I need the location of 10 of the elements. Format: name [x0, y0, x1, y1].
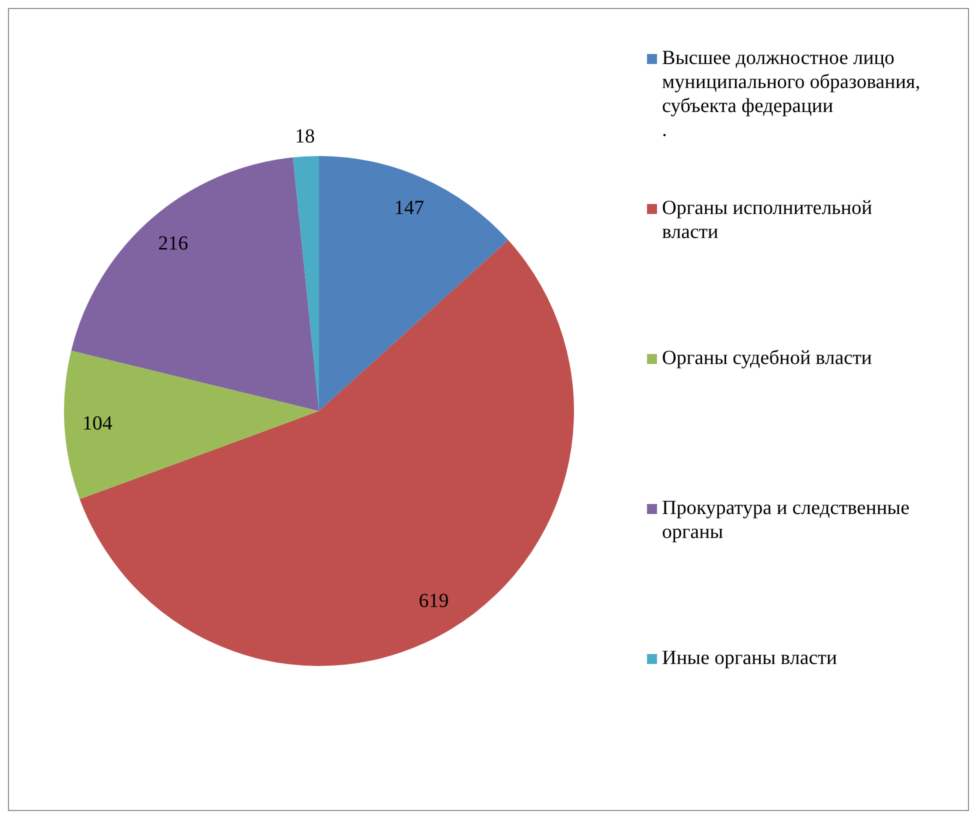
- legend-label: Органы судебной власти: [662, 346, 872, 370]
- data-label: 619: [418, 590, 449, 612]
- legend-label: Прокуратура и следственные органы: [662, 496, 910, 544]
- data-label: 104: [82, 412, 112, 435]
- legend-label: Иные органы власти: [662, 646, 838, 670]
- data-label: 18: [294, 125, 315, 148]
- data-label: 216: [158, 232, 188, 255]
- data-label: 147: [394, 197, 424, 220]
- legend-label: Высшее должностное лицо муниципального образования, субъекта федерации .: [662, 46, 922, 142]
- legend-label: Органы исполнительной власти: [662, 196, 874, 244]
